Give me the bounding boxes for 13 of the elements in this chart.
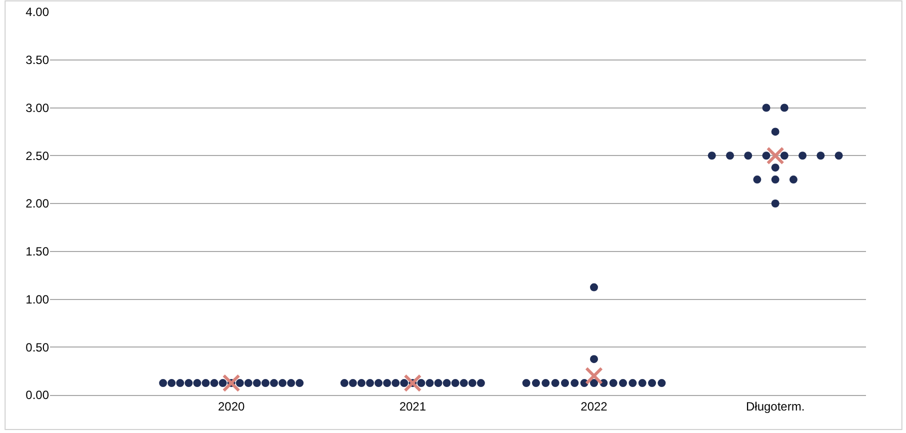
y-tick-label: 0.00 [26, 388, 50, 402]
y-tick-label: 1.00 [26, 292, 50, 306]
y-tick-label: 4.00 [26, 5, 50, 20]
x-tick-label: 2020 [218, 399, 245, 414]
x-tick-label: Długoterm. [746, 399, 805, 414]
x-tick-label: 2021 [399, 399, 426, 414]
y-tick-label: 3.50 [26, 53, 50, 68]
y-tick-label: 2.50 [26, 148, 50, 163]
y-tick-label: 0.50 [26, 340, 50, 354]
y-tick-label: 3.00 [26, 100, 50, 115]
x-tick-label: 2022 [580, 399, 608, 414]
y-tick-label: 2.00 [26, 196, 50, 211]
y-tick-label: 1.50 [26, 244, 50, 259]
